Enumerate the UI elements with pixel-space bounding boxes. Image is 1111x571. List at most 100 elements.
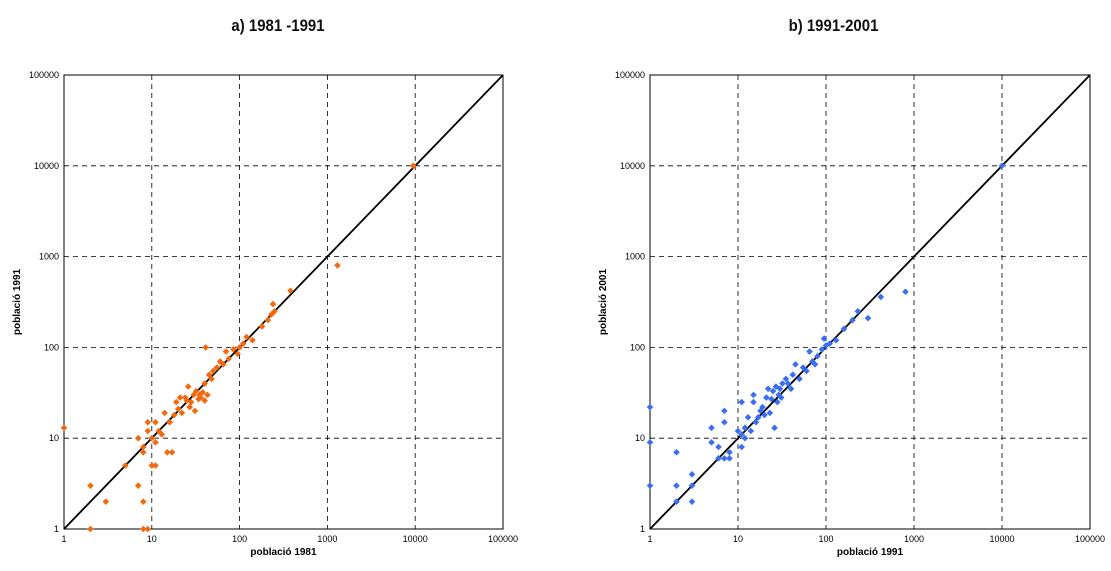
data-point <box>60 424 68 432</box>
x-tick-label: 10 <box>147 534 157 544</box>
x-tick-label: 1000 <box>317 534 337 544</box>
data-point <box>721 418 728 426</box>
data-point <box>738 398 745 406</box>
data-point <box>826 340 833 347</box>
data-point <box>205 371 213 379</box>
x-tick-label: 10000 <box>403 534 428 544</box>
x-tick-label: 10 <box>733 534 743 544</box>
data-point <box>864 314 872 322</box>
data-point <box>187 398 195 406</box>
data-point <box>134 482 142 489</box>
data-point <box>225 355 232 363</box>
data-point <box>201 380 208 387</box>
data-point <box>726 455 733 462</box>
data-point <box>191 407 199 415</box>
data-point <box>673 448 680 456</box>
data-point <box>176 394 184 401</box>
data-point <box>122 462 129 469</box>
data-point <box>759 403 766 411</box>
data-point <box>139 525 147 533</box>
identity-line <box>63 74 504 530</box>
data-point <box>181 394 189 401</box>
data-point <box>183 397 191 404</box>
data-point <box>832 336 840 344</box>
data-point <box>222 348 230 355</box>
data-point <box>202 344 209 351</box>
data-point <box>148 462 156 469</box>
y-tick-label: 100000 <box>29 70 59 80</box>
chart-title-b: b) 1991-2001 <box>788 16 879 35</box>
data-point <box>818 346 826 353</box>
y-tick-label: 10000 <box>34 161 59 171</box>
data-point <box>789 371 797 379</box>
data-point <box>814 352 821 360</box>
y-tick-label: 10 <box>635 433 645 443</box>
data-point <box>170 411 178 419</box>
identity-line <box>649 74 1091 530</box>
y-tick-label: 100 <box>630 342 645 352</box>
data-point <box>172 398 180 406</box>
scatter-plot-a: 1 10 100 1000 10000 100000 1 10 100 1000 10000 1000… <box>12 70 518 558</box>
data-point <box>163 448 171 456</box>
data-point <box>747 427 755 435</box>
data-point <box>230 346 237 353</box>
data-point <box>646 403 654 411</box>
data-point <box>811 361 819 368</box>
data-point <box>750 391 757 399</box>
data-point <box>708 424 715 432</box>
plot-area-frame <box>649 74 1091 530</box>
data-point <box>766 409 774 417</box>
y-tick-label: 1000 <box>625 252 645 262</box>
data-point <box>688 482 696 489</box>
data-point <box>799 364 807 371</box>
data-point <box>208 375 215 383</box>
chart-panel-a: a) 1981 -1991 1 10 100 1000 10000 100000 1 10 10… <box>12 16 518 558</box>
y-tick-label: 10000 <box>620 161 645 171</box>
data-point <box>168 448 176 456</box>
data-point <box>178 409 186 417</box>
x-tick-label: 100000 <box>488 534 518 544</box>
data-point <box>738 443 745 451</box>
x-tick-label: 1000 <box>904 534 924 544</box>
data-point <box>998 162 1006 170</box>
chart-panel-b: b) 1991-2001 1 10 100 1000 10000 100000 1 10 100… <box>556 0 1111 571</box>
data-point <box>216 358 224 365</box>
data-point <box>673 498 680 505</box>
data-point <box>204 391 211 399</box>
plot-area-frame <box>63 74 504 530</box>
data-point <box>877 293 885 301</box>
data-point <box>144 525 152 533</box>
y-tick-label: 1 <box>54 524 59 534</box>
data-point <box>334 262 341 269</box>
data-point <box>741 424 749 432</box>
data-point <box>763 394 770 401</box>
data-point <box>264 316 272 324</box>
data-point <box>249 336 256 344</box>
y-axis-label: població 1991 <box>12 268 23 335</box>
data-point <box>152 418 159 426</box>
data-point <box>186 403 193 411</box>
data-point <box>820 335 828 342</box>
y-tick-label: 100000 <box>615 70 645 80</box>
x-tick-label: 1 <box>647 534 652 544</box>
data-point <box>184 383 192 390</box>
data-point <box>195 395 202 403</box>
x-tick-label: 100 <box>818 534 833 544</box>
data-point <box>166 418 174 426</box>
data-point <box>750 398 757 406</box>
data-point <box>139 448 147 456</box>
data-point <box>784 380 792 387</box>
scatter-plot-b: 1 10 100 1000 10000 100000 1 10 100 1000 10000 1000… <box>598 70 1105 558</box>
data-point <box>152 439 159 446</box>
data-point <box>715 443 722 451</box>
data-point <box>158 431 166 438</box>
x-tick-label: 1 <box>61 534 66 544</box>
data-point <box>287 287 294 295</box>
data-point <box>744 413 752 421</box>
data-point <box>854 307 862 315</box>
data-point <box>761 411 768 419</box>
x-tick-label: 10000 <box>989 534 1014 544</box>
data-point <box>721 455 728 462</box>
data-point <box>152 462 159 469</box>
data-point <box>258 323 266 330</box>
